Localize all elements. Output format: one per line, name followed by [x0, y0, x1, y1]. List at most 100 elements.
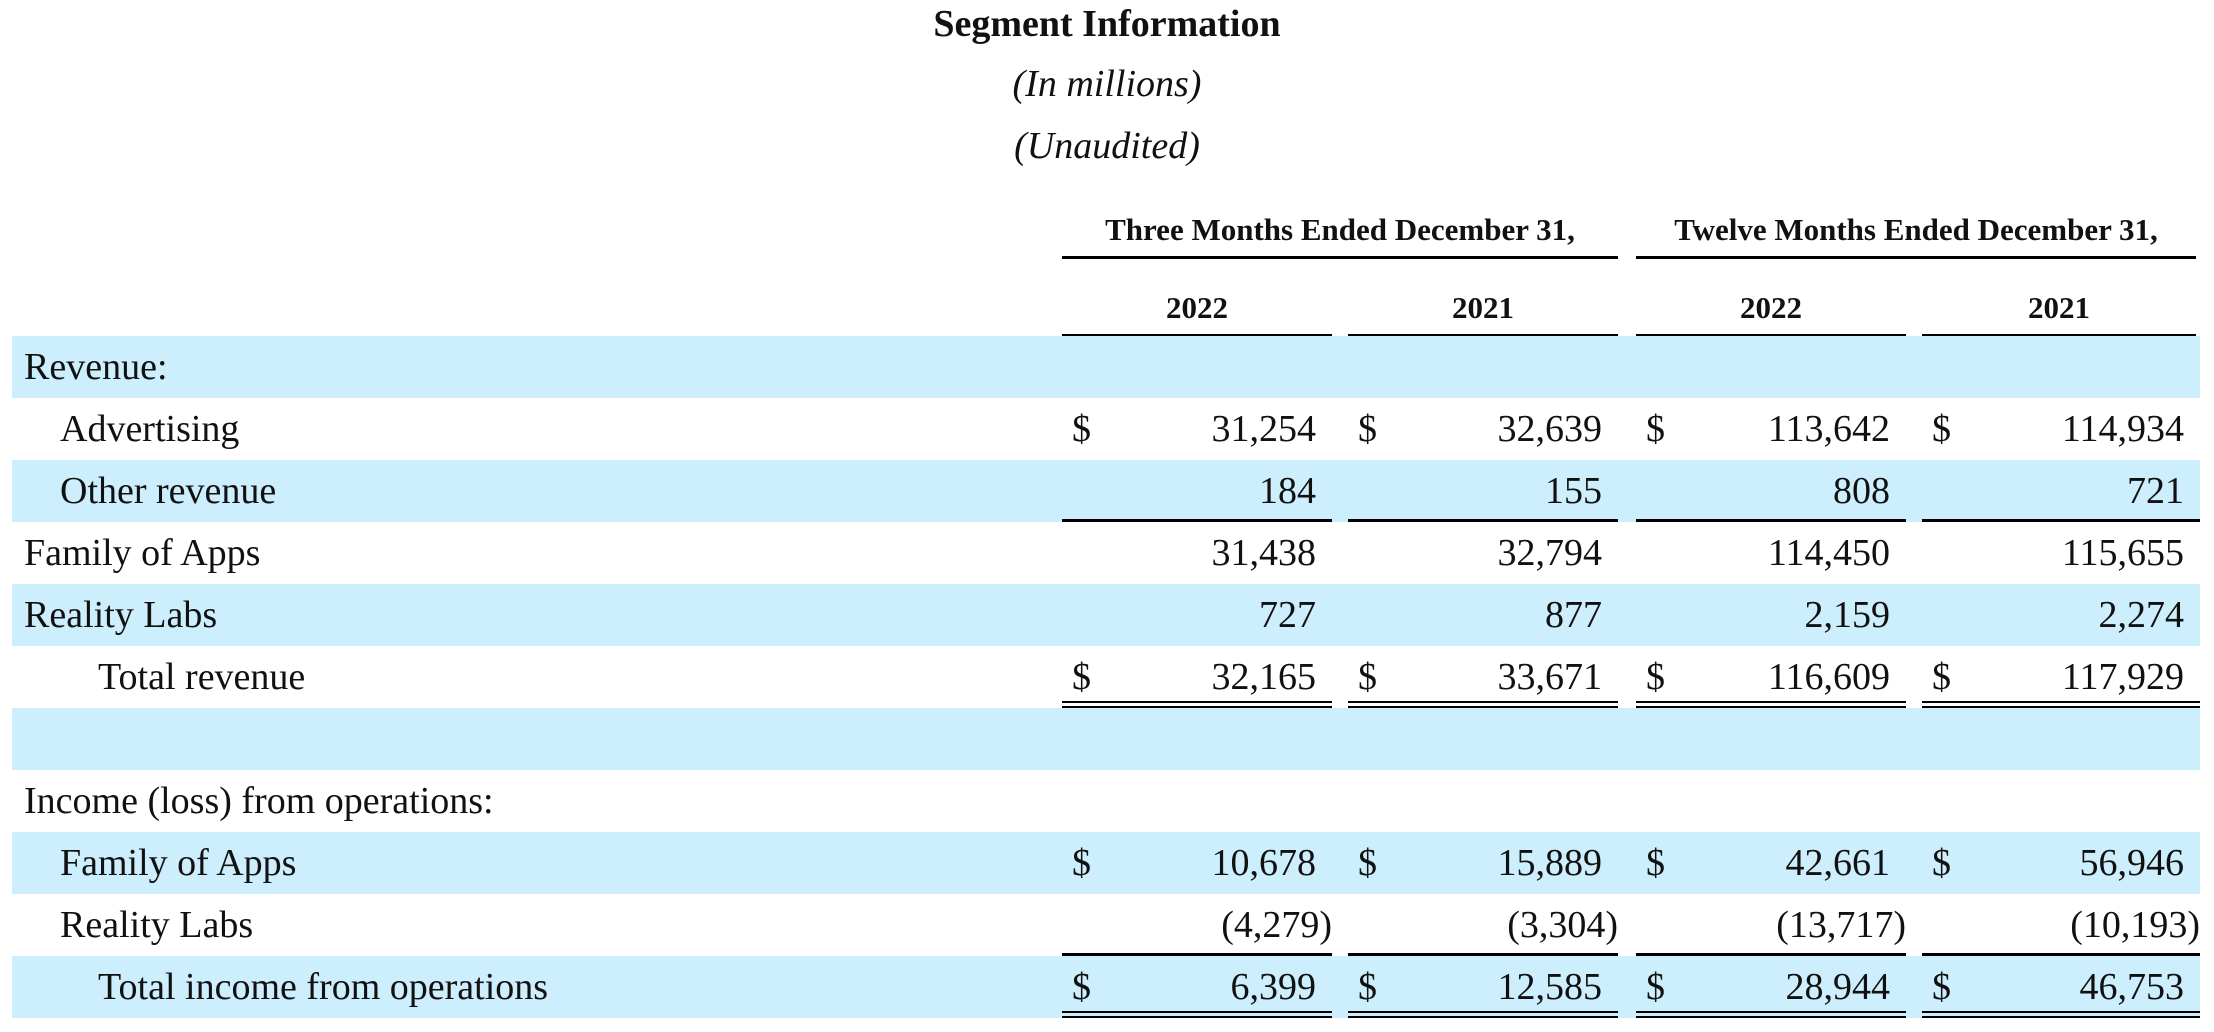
value-cell: (13,717): [1636, 894, 1906, 956]
currency-symbol: $: [1072, 408, 1091, 450]
value-text: 116,609: [1767, 656, 1890, 698]
table-row: Income (loss) from operations:: [12, 770, 2200, 832]
value-cell: 2,159: [1636, 584, 1906, 646]
currency-symbol: $: [1358, 408, 1377, 450]
header-year-q-2021: 2021: [1348, 290, 1618, 337]
value-text: 117,929: [2061, 656, 2184, 698]
value-cell: 32,794: [1348, 522, 1618, 584]
page-title: Segment Information: [933, 3, 1281, 45]
row-label: Reality Labs: [24, 594, 218, 636]
currency-symbol: $: [1646, 408, 1665, 450]
table-row: Family of Apps $10,678 $15,889 $42,661 $56,9…: [12, 832, 2200, 894]
currency-symbol: $: [1932, 842, 1951, 884]
value-text: 115,655: [2061, 532, 2184, 574]
value-cell: $32,639: [1348, 398, 1618, 460]
value-text: (4,279): [1221, 904, 1332, 946]
value-text: 12,585: [1497, 966, 1603, 1008]
value-cell: 31,438: [1062, 522, 1332, 584]
value-text: 46,753: [2079, 966, 2185, 1008]
header-year-fy-2022: 2022: [1636, 290, 1906, 337]
row-label: Revenue:: [24, 346, 168, 388]
row-label: Income (loss) from operations:: [24, 780, 494, 822]
value-text: 32,165: [1211, 656, 1317, 698]
currency-symbol: $: [1072, 842, 1091, 884]
row-label: Family of Apps: [60, 842, 297, 884]
value-text: 33,671: [1497, 656, 1603, 698]
table-row: Revenue:: [12, 336, 2200, 398]
value-text: 155: [1545, 470, 1602, 512]
value-text: 113,642: [1767, 408, 1890, 450]
value-cell: 114,450: [1636, 522, 1906, 584]
row-label: Reality Labs: [60, 904, 254, 946]
value-text: 877: [1545, 594, 1602, 636]
value-text: (13,717): [1776, 904, 1906, 946]
value-text: 114,450: [1767, 532, 1890, 574]
row-label: Total revenue: [98, 656, 306, 698]
value-cell: $28,944: [1636, 956, 1906, 1018]
value-cell: $10,678: [1062, 832, 1332, 894]
currency-symbol: $: [1358, 966, 1377, 1008]
currency-symbol: $: [1646, 966, 1665, 1008]
value-text: 28,944: [1785, 966, 1891, 1008]
value-cell: 877: [1348, 584, 1618, 646]
currency-symbol: $: [1646, 656, 1665, 698]
value-cell: $116,609: [1636, 646, 1906, 708]
table-row: Total income from operations $6,399 $12,58…: [12, 956, 2200, 1018]
value-text: 808: [1833, 470, 1890, 512]
currency-symbol: $: [1932, 966, 1951, 1008]
currency-symbol: $: [1072, 966, 1091, 1008]
value-cell: $6,399: [1062, 956, 1332, 1018]
value-cell: (10,193): [1922, 894, 2200, 956]
value-cell: 727: [1062, 584, 1332, 646]
currency-symbol: $: [1932, 656, 1951, 698]
value-text: 31,254: [1211, 408, 1317, 450]
row-label: Total income from operations: [98, 966, 549, 1008]
value-cell: 115,655: [1922, 522, 2200, 584]
value-cell: $46,753: [1922, 956, 2200, 1018]
value-text: 2,159: [1804, 594, 1891, 636]
currency-symbol: $: [1932, 408, 1951, 450]
header-year-fy-2021: 2021: [1922, 290, 2196, 337]
value-cell: $32,165: [1062, 646, 1332, 708]
value-text: 32,639: [1497, 408, 1603, 450]
value-cell: $113,642: [1636, 398, 1906, 460]
value-text: 114,934: [2061, 408, 2184, 450]
table-row: Family of Apps 31,438 32,794 114,450 115,655: [12, 522, 2200, 584]
value-text: 10,678: [1211, 842, 1317, 884]
row-label: Other revenue: [60, 470, 277, 512]
value-text: 31,438: [1211, 532, 1317, 574]
units-subtitle: (In millions): [1012, 63, 1202, 105]
value-text: 32,794: [1497, 532, 1603, 574]
value-cell: $114,934: [1922, 398, 2200, 460]
value-cell: 184: [1062, 460, 1332, 522]
value-text: 56,946: [2079, 842, 2185, 884]
audit-subtitle: (Unaudited): [1014, 125, 1200, 167]
value-cell: 808: [1636, 460, 1906, 522]
value-text: 727: [1259, 594, 1316, 636]
value-text: 184: [1259, 470, 1316, 512]
table-row: Advertising $31,254 $32,639 $113,642 $114,93…: [12, 398, 2200, 460]
value-cell: 2,274: [1922, 584, 2200, 646]
header-twelve-months: Twelve Months Ended December 31,: [1636, 212, 2196, 259]
value-cell: $12,585: [1348, 956, 1618, 1018]
value-text: (3,304): [1507, 904, 1618, 946]
value-cell: $33,671: [1348, 646, 1618, 708]
value-text: 42,661: [1785, 842, 1891, 884]
value-text: (10,193): [2070, 904, 2200, 946]
table-row: Total revenue $32,165 $33,671 $116,609 $117,…: [12, 646, 2200, 708]
value-cell: $117,929: [1922, 646, 2200, 708]
table-row: [12, 708, 2200, 770]
value-text: 15,889: [1497, 842, 1603, 884]
value-cell: $56,946: [1922, 832, 2200, 894]
value-cell: (3,304): [1348, 894, 1618, 956]
value-cell: $15,889: [1348, 832, 1618, 894]
value-cell: 155: [1348, 460, 1618, 522]
currency-symbol: $: [1358, 842, 1377, 884]
table-row: Other revenue 184 155 808 721: [12, 460, 2200, 522]
table-row: Reality Labs 727 877 2,159 2,274: [12, 584, 2200, 646]
table-row: Reality Labs (4,279) (3,304) (13,717) (10,19…: [12, 894, 2200, 956]
value-cell: (4,279): [1062, 894, 1332, 956]
value-cell: $31,254: [1062, 398, 1332, 460]
header-year-q-2022: 2022: [1062, 290, 1332, 337]
value-text: 2,274: [2098, 594, 2185, 636]
